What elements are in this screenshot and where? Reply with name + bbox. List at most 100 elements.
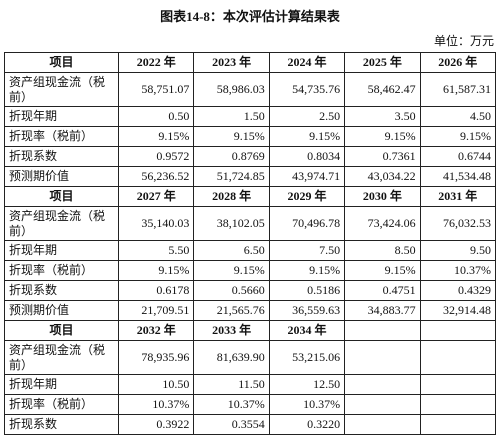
- value-cell: 41,534.48: [419, 166, 497, 187]
- value-cell: 53,215.06: [268, 340, 346, 375]
- value-cell: 0.8034: [268, 146, 346, 167]
- value-cell: 36,559.63: [268, 300, 346, 321]
- value-cell: 8.50: [344, 240, 421, 261]
- header-row: 项目 2022 年 2023 年 2024 年 2025 年 2026 年: [4, 52, 497, 73]
- header-cell: 2031 年: [419, 186, 497, 207]
- value-cell: 51,724.85: [193, 166, 270, 187]
- value-cell: 10.37%: [117, 394, 195, 415]
- row-label: 资产组现金流（税前）: [4, 340, 119, 375]
- header-row: 项目 2032 年 2033 年 2034 年: [4, 320, 497, 341]
- value-cell: 0.4329: [419, 280, 497, 301]
- data-row: 资产组现金流（税前） 78,935.96 81,639.90 53,215.06: [4, 340, 497, 375]
- value-cell: 34,883.77: [344, 300, 421, 321]
- value-cell: 21,709.51: [117, 300, 195, 321]
- row-label: 折现率（税前）: [4, 394, 119, 415]
- data-row: 折现年期 0.50 1.50 2.50 3.50 4.50: [4, 106, 497, 127]
- value-cell: 12.50: [268, 374, 346, 395]
- row-label: 预测期价值: [4, 166, 119, 187]
- header-row: 项目 2027 年 2028 年 2029 年 2030 年 2031 年: [4, 186, 497, 207]
- value-cell: 0.5660: [193, 280, 270, 301]
- value-cell: 10.37%: [419, 260, 497, 281]
- value-cell: 58,986.03: [193, 72, 270, 107]
- header-cell: 项目: [4, 186, 119, 207]
- value-cell: 0.6744: [419, 146, 497, 167]
- header-cell: 2026 年: [419, 52, 497, 73]
- value-cell: 9.15%: [117, 260, 195, 281]
- header-cell: [419, 320, 497, 341]
- value-cell: 21,565.76: [193, 300, 270, 321]
- value-cell: 9.15%: [193, 260, 270, 281]
- value-cell: 10.37%: [268, 394, 346, 415]
- value-cell: 5.50: [117, 240, 195, 261]
- value-cell: 70,496.78: [268, 206, 346, 241]
- value-cell: 11.50: [193, 374, 270, 395]
- value-cell: 58,751.07: [117, 72, 195, 107]
- value-cell: 61,587.31: [419, 72, 497, 107]
- row-label: 折现年期: [4, 240, 119, 261]
- data-row: 折现系数 0.9572 0.8769 0.8034 0.7361 0.6744: [4, 146, 497, 167]
- row-label: 折现率（税前）: [4, 126, 119, 147]
- value-cell: 9.15%: [117, 126, 195, 147]
- row-label: 折现年期: [4, 106, 119, 127]
- header-cell: 项目: [4, 52, 119, 73]
- value-cell: 9.15%: [268, 260, 346, 281]
- row-label: 折现系数: [4, 280, 119, 301]
- header-cell: 2024 年: [268, 52, 346, 73]
- data-row: 资产组现金流（税前） 35,140.03 38,102.05 70,496.78 73,…: [4, 206, 497, 241]
- value-cell: [344, 394, 421, 415]
- row-label: 折现率（税前）: [4, 260, 119, 281]
- header-cell: 2025 年: [344, 52, 421, 73]
- data-row: 折现年期 10.50 11.50 12.50: [4, 374, 497, 395]
- value-cell: 3.50: [344, 106, 421, 127]
- value-cell: [419, 340, 497, 375]
- value-cell: 10.50: [117, 374, 195, 395]
- value-cell: 7.50: [268, 240, 346, 261]
- row-label: 预测期价值: [4, 300, 119, 321]
- value-cell: 0.7361: [344, 146, 421, 167]
- title: 图表14-8：本次评估计算结果表: [160, 9, 340, 24]
- header-cell: 2023 年: [193, 52, 270, 73]
- value-cell: 1.50: [193, 106, 270, 127]
- data-row: 折现系数 0.3922 0.3554 0.3220: [4, 414, 497, 435]
- value-cell: 10.37%: [193, 394, 270, 415]
- value-cell: 81,639.90: [193, 340, 270, 375]
- value-cell: [344, 414, 421, 435]
- data-row: 折现年期 5.50 6.50 7.50 8.50 9.50: [4, 240, 497, 261]
- value-cell: 0.3554: [193, 414, 270, 435]
- data-row: 预测期价值 56,236.52 51,724.85 43,974.71 43,034.2…: [4, 166, 497, 187]
- value-cell: 0.6178: [117, 280, 195, 301]
- value-cell: 0.4751: [344, 280, 421, 301]
- value-cell: 43,974.71: [268, 166, 346, 187]
- value-cell: 9.15%: [193, 126, 270, 147]
- value-cell: 0.3220: [268, 414, 346, 435]
- row-label: 资产组现金流（税前）: [4, 72, 119, 107]
- value-cell: 9.50: [419, 240, 497, 261]
- value-cell: 43,034.22: [344, 166, 421, 187]
- header-cell: 2032 年: [117, 320, 195, 341]
- row-label: 折现系数: [4, 146, 119, 167]
- value-cell: 54,735.76: [268, 72, 346, 107]
- value-cell: 76,032.53: [419, 206, 497, 241]
- row-label: 资产组现金流（税前）: [4, 206, 119, 241]
- value-cell: 0.50: [117, 106, 195, 127]
- row-label: 折现年期: [4, 374, 119, 395]
- value-cell: 0.8769: [193, 146, 270, 167]
- value-cell: 4.50: [419, 106, 497, 127]
- header-cell: 2034 年: [268, 320, 346, 341]
- value-cell: 0.5186: [268, 280, 346, 301]
- value-cell: 9.15%: [344, 126, 421, 147]
- value-cell: 9.15%: [419, 126, 497, 147]
- data-row: 折现率（税前） 9.15% 9.15% 9.15% 9.15% 9.15%: [4, 126, 497, 147]
- data-row: 资产组现金流（税前） 58,751.07 58,986.03 54,735.76 58,…: [4, 72, 497, 107]
- value-cell: [344, 374, 421, 395]
- value-cell: 58,462.47: [344, 72, 421, 107]
- unit: 单位：万元: [433, 34, 494, 48]
- row-label: 折现系数: [4, 414, 119, 435]
- value-cell: 0.9572: [117, 146, 195, 167]
- data-row: 预测期价值 21,709.51 21,565.76 36,559.63 34,883.7…: [4, 300, 497, 321]
- header-cell: 2022 年: [117, 52, 195, 73]
- value-cell: 38,102.05: [193, 206, 270, 241]
- data-row: 折现率（税前） 10.37% 10.37% 10.37%: [4, 394, 497, 415]
- value-cell: [419, 394, 497, 415]
- value-cell: 73,424.06: [344, 206, 421, 241]
